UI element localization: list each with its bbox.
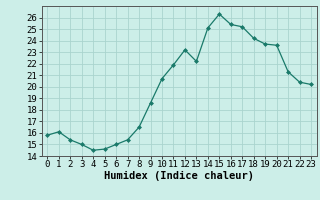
X-axis label: Humidex (Indice chaleur): Humidex (Indice chaleur) <box>104 171 254 181</box>
